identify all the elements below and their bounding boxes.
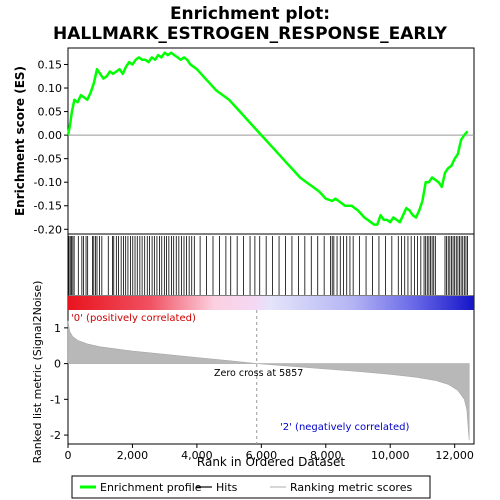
es-y-axis-label: Enrichment score (ES): [13, 66, 27, 216]
es-y-tick-label: -0.10: [34, 176, 62, 189]
ranking-y-tick-label: 1: [54, 322, 61, 335]
x-tick-label: 12,000: [435, 449, 474, 462]
ranking-y-axis-label: Ranked list metric (Signal2Noise): [31, 281, 44, 464]
legend-box: [71, 475, 431, 499]
ranking-metric-fill: [67, 320, 470, 441]
hits-panel-frame: [67, 233, 475, 297]
zero-cross-label: Zero cross at 5857: [214, 368, 303, 379]
x-tick-label: 8,000: [310, 449, 342, 462]
ranking-metric-area: [67, 320, 470, 441]
es-y-tick-label: -0.05: [34, 153, 62, 166]
legend-label: Ranking metric scores: [290, 481, 412, 494]
correlation-color-bar: [68, 296, 474, 310]
legend-label: Hits: [216, 481, 238, 494]
x-tick-label: 6,000: [246, 449, 278, 462]
es-y-tick-label: -0.20: [34, 223, 62, 236]
ranking-y-axis-ticks: -2 -1 0 1: [50, 322, 68, 442]
x-tick-label: 4,000: [181, 449, 213, 462]
es-panel-frame: [67, 47, 475, 235]
legend: Enrichment profile Hits Ranking metric sco…: [80, 481, 412, 494]
es-y-tick-label: 0.05: [38, 106, 63, 119]
chart-title-line-1: Enrichment plot:: [170, 4, 330, 24]
es-y-tick-label: 0.15: [38, 58, 63, 71]
ranking-x-axis-ticks: 0 2,000 4,000 6,000 8,000 10,000 12,000: [65, 444, 474, 462]
ranking-y-tick-label: -1: [50, 393, 61, 406]
enrichment-profile-line: [66, 51, 469, 226]
negatively-correlated-label: '2' (negatively correlated): [280, 422, 409, 433]
es-y-axis-ticks: -0.20 -0.15 -0.10 -0.05 0.00 0.05 0.10 0.15: [34, 58, 68, 236]
x-tick-label: 10,000: [371, 449, 410, 462]
x-tick-label: 0: [65, 449, 72, 462]
enrichment-profile-series: [66, 51, 469, 226]
es-y-tick-label: 0.00: [38, 129, 63, 142]
legend-label: Enrichment profile: [100, 481, 202, 494]
es-y-tick-label: -0.15: [34, 200, 62, 213]
x-tick-label: 2,000: [117, 449, 149, 462]
ranking-y-tick-label: 0: [54, 358, 61, 371]
x-axis-label: Rank in Ordered Dataset: [197, 455, 345, 469]
hit-marks: [68, 236, 468, 295]
positively-correlated-label: '0' (positively correlated): [71, 313, 196, 324]
ranking-y-tick-label: -2: [50, 429, 61, 442]
chart-title-line-2: HALLMARK_ESTROGEN_RESPONSE_EARLY: [53, 24, 448, 44]
es-y-tick-label: 0.10: [38, 82, 63, 95]
